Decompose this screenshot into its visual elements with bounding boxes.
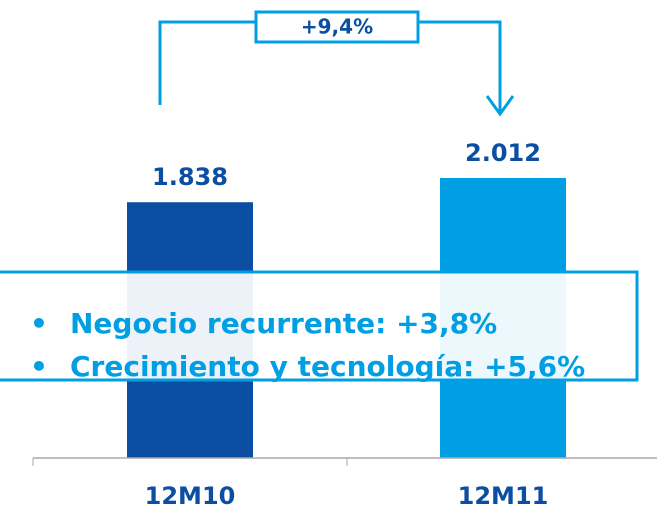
bullet: •	[30, 307, 48, 340]
bullet: •	[30, 350, 48, 383]
x-tick-label: 12M10	[145, 482, 236, 510]
x-tick-label: 12M11	[458, 482, 549, 510]
bullet-text: Crecimiento y tecnología: +5,6%	[70, 350, 585, 383]
value-label: 2.012	[465, 139, 541, 167]
arrow-head	[485, 95, 515, 117]
annotation-box	[254, 10, 420, 44]
value-label: 1.838	[152, 163, 228, 191]
bullet-text: Negocio recurrente: +3,8%	[70, 307, 497, 340]
annotation: +9,4%	[301, 15, 373, 39]
bullet-box	[0, 270, 639, 382]
